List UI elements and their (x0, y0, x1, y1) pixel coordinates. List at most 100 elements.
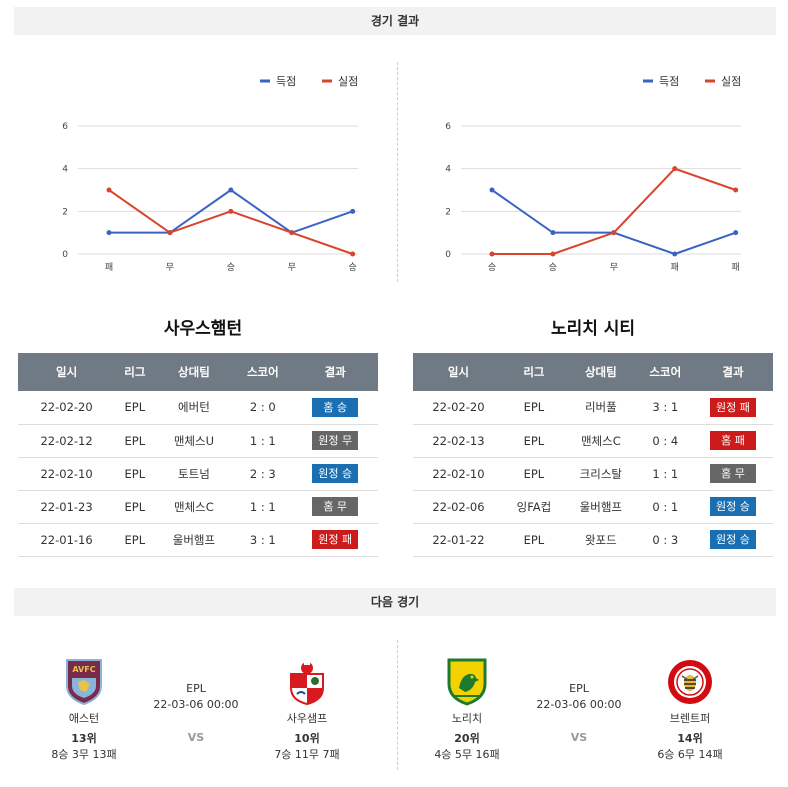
date-cell: 22-02-13 (413, 424, 504, 458)
table-row: 22-02-20 EPL 에버턴 2 : 0 홈 승 (18, 391, 378, 425)
y-tick-label: 4 (62, 165, 68, 175)
result-badge: 원정 승 (312, 464, 359, 483)
date-cell: 22-02-10 (18, 457, 116, 491)
result-badge: 원정 패 (709, 397, 756, 417)
match-league: EPL (186, 682, 206, 695)
league-cell: EPL (115, 523, 155, 557)
table-row: 22-01-23 EPL 맨체스C 1 : 1 홈 무 (18, 490, 378, 524)
data-point (733, 230, 739, 236)
data-point (672, 166, 678, 172)
match-info: EPL 22-03-06 00:00 (524, 682, 634, 711)
match-datetime: 22-03-06 00:00 (536, 698, 622, 711)
league-cell: EPL (115, 424, 155, 458)
chart-legend: 득점 실점 (260, 75, 358, 88)
norwich-logo (447, 658, 487, 706)
data-point (228, 187, 234, 193)
data-point (489, 187, 495, 193)
result-badge: 홈 무 (312, 497, 359, 516)
next-section-header: 다음 경기 (14, 588, 776, 616)
y-tick-label: 6 (445, 122, 451, 132)
home-team: AVFC 애스턴 13위 8승 3무 13패 (29, 658, 139, 762)
league-cell: EPL (115, 490, 155, 524)
score-cell: 2 : 3 (233, 457, 293, 491)
column-header: 스코어 (233, 353, 293, 391)
x-tick-label: 무 (166, 262, 174, 273)
data-point (167, 230, 173, 236)
score-cell: 1 : 1 (233, 490, 293, 524)
result-cell: 원정 승 (692, 523, 773, 557)
y-tick-label: 0 (445, 250, 451, 260)
brentford-logo (668, 658, 712, 706)
legend-label: 실점 (721, 75, 741, 88)
team-rank: 20위 (454, 732, 480, 745)
aston-villa-logo: AVFC (64, 658, 104, 706)
opponent-cell: 맨체스C (154, 490, 234, 524)
team-record: 6승 6무 14패 (657, 748, 723, 761)
y-tick-label: 4 (445, 165, 451, 175)
team-name: 애스턴 (68, 712, 100, 725)
match-info: EPL 22-03-06 00:00 (141, 682, 251, 711)
team-rank: 14위 (677, 732, 703, 745)
data-point (672, 251, 678, 257)
data-point (228, 208, 234, 214)
result-badge: 원정 패 (312, 530, 359, 549)
score-cell: 3 : 1 (637, 391, 693, 425)
opponent-cell: 에버턴 (154, 391, 234, 425)
data-point (289, 230, 295, 236)
date-cell: 22-01-16 (18, 523, 116, 557)
southampton-logo (287, 658, 327, 706)
result-cell: 원정 패 (292, 523, 378, 557)
team-record: 4승 5무 16패 (434, 748, 500, 761)
chart-divider (397, 62, 398, 282)
column-header: 스코어 (637, 353, 693, 391)
team-name: 브렌트퍼 (669, 712, 711, 725)
result-cell: 홈 패 (692, 424, 773, 458)
opponent-cell: 토트넘 (154, 457, 234, 491)
result-badge: 원정 승 (709, 497, 756, 516)
x-tick-label: 무 (610, 262, 618, 273)
opponent-cell: 맨체스C (564, 424, 638, 458)
y-tick-label: 2 (445, 207, 451, 217)
chart-right: 득점 실점 0 2 4 6 승 승 무 패 패 (413, 55, 773, 285)
chart-left: 득점 실점 0 2 4 6 패 무 승 무 승 (30, 55, 390, 285)
column-header: 상대팀 (564, 353, 638, 391)
table-row: 22-02-13 EPL 맨체스C 0 : 4 홈 패 (413, 424, 773, 458)
column-header: 상대팀 (154, 353, 234, 391)
date-cell: 22-02-06 (413, 490, 504, 524)
table-row: 22-02-06 잉FA컵 울버햄프 0 : 1 원정 승 (413, 490, 773, 524)
away-team: 브렌트퍼 14위 6승 6무 14패 (635, 658, 745, 762)
chart-right-svg: 득점 실점 0 2 4 6 승 승 무 패 패 (445, 75, 741, 273)
result-cell: 원정 무 (292, 424, 378, 458)
legend-label: 실점 (338, 75, 358, 88)
next-divider (397, 640, 398, 770)
column-header: 리그 (503, 353, 565, 391)
x-tick-label: 무 (288, 262, 296, 273)
result-badge: 홈 승 (312, 397, 359, 417)
legend-label: 득점 (276, 75, 296, 88)
opponent-cell: 왓포드 (564, 523, 638, 557)
score-cell: 0 : 4 (637, 424, 693, 458)
table-row: 22-01-16 EPL 울버햄프 3 : 1 원정 패 (18, 523, 378, 557)
chart-left-svg: 득점 실점 0 2 4 6 패 무 승 무 승 (62, 75, 358, 273)
x-tick-label: 패 (105, 262, 113, 273)
score-cell: 1 : 1 (233, 424, 293, 458)
score-cell: 2 : 0 (233, 391, 293, 425)
table-row: 22-01-22 EPL 왓포드 0 : 3 원정 승 (413, 523, 773, 557)
results-section-header: 경기 결과 (14, 7, 776, 35)
opponent-cell: 울버햄프 (154, 523, 234, 557)
score-cell: 1 : 1 (637, 457, 693, 491)
result-cell: 홈 무 (292, 490, 378, 524)
data-point (733, 187, 739, 193)
vs-label: VS (187, 731, 205, 744)
results-table-right: 일시 리그 상대팀 스코어 결과 22-02-20 EPL 리버풀 3 : 1 원정 패 22-0… (413, 353, 773, 557)
x-tick-label: 승 (227, 262, 235, 273)
opponent-cell: 크리스탈 (564, 457, 638, 491)
data-point (550, 230, 556, 236)
series-line-conceded (108, 189, 353, 255)
table-row: 22-02-10 EPL 크리스탈 1 : 1 홈 무 (413, 457, 773, 491)
table-row: 22-02-12 EPL 맨체스U 1 : 1 원정 무 (18, 424, 378, 458)
league-cell: 잉FA컵 (503, 490, 565, 524)
league-cell: EPL (503, 523, 565, 557)
date-cell: 22-02-12 (18, 424, 116, 458)
